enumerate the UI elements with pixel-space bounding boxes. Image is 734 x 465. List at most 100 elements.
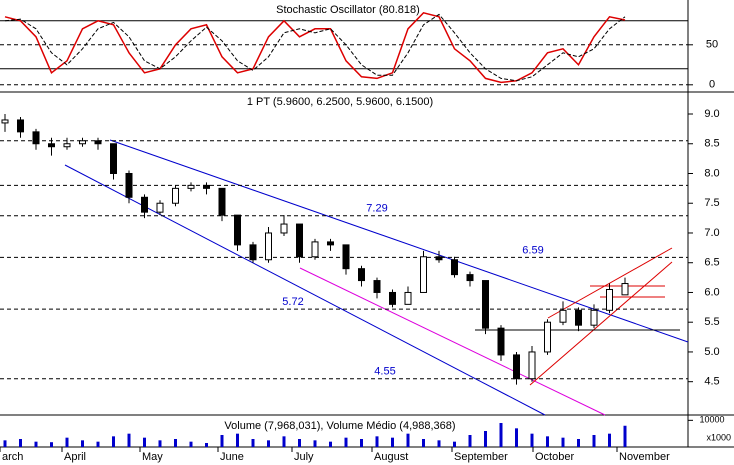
candle-body xyxy=(187,184,195,189)
candle-body xyxy=(311,241,319,258)
candle-body xyxy=(125,172,133,198)
x-tick-label: October xyxy=(535,451,574,463)
volume-bar xyxy=(81,440,84,447)
candle-body xyxy=(218,187,226,216)
volume-bar xyxy=(313,440,317,447)
x-tick-label: May xyxy=(142,451,163,463)
y-tick-label: 10000 xyxy=(699,415,724,425)
candle-body xyxy=(420,256,427,293)
level-annotation: 4.55 xyxy=(374,366,395,378)
volume-unit: x1000 xyxy=(706,432,731,442)
volume-bar xyxy=(437,440,441,447)
candle-body xyxy=(296,223,303,258)
candle-body xyxy=(156,202,164,213)
volume-bar xyxy=(375,436,379,447)
level-annotation: 5.72 xyxy=(282,296,303,308)
volume-bar xyxy=(3,440,7,447)
volume-bar xyxy=(282,436,286,447)
candle-body xyxy=(451,259,458,276)
candle-body xyxy=(621,283,629,296)
candle-body xyxy=(265,232,272,261)
candle-body xyxy=(234,214,241,246)
y-tick-label: 7.5 xyxy=(704,197,719,209)
candle-body xyxy=(513,354,520,380)
candle-body xyxy=(63,143,71,148)
oscillator-line xyxy=(4,11,626,84)
volume-bar xyxy=(267,440,270,447)
volume-bar xyxy=(515,428,518,447)
candle-body xyxy=(172,187,179,204)
volume-bar xyxy=(499,423,503,447)
volume-bar xyxy=(34,441,38,447)
volume-bar xyxy=(19,439,22,447)
volume-bar xyxy=(453,441,456,447)
candle-body xyxy=(1,119,9,124)
trendline xyxy=(109,139,689,343)
y-tick-label: 4.5 xyxy=(704,376,719,388)
candle-body xyxy=(280,223,288,234)
y-tick-label: 5.0 xyxy=(704,346,719,358)
y-tick-label: 50 xyxy=(706,39,718,51)
candle-body xyxy=(342,244,350,270)
candle-body xyxy=(358,268,365,282)
volume-bar xyxy=(251,439,255,447)
volume-bar xyxy=(189,441,193,447)
candle-body xyxy=(32,131,40,145)
y-tick-label: 9.0 xyxy=(704,108,719,120)
candle-body xyxy=(373,280,381,293)
volume-bar xyxy=(298,439,301,447)
trendline xyxy=(299,267,606,416)
x-tick-label: November xyxy=(619,451,670,463)
candle-body xyxy=(559,309,567,323)
candle-body xyxy=(141,196,148,213)
x-tick-label: July xyxy=(294,451,314,463)
candle-body xyxy=(404,291,412,305)
candle-body xyxy=(544,321,551,353)
price-title: 1 PT (5.9600, 6.2500, 5.9600, 6.1500) xyxy=(247,96,433,108)
candle-body xyxy=(528,351,536,380)
volume-bar xyxy=(329,441,332,447)
volume-bar xyxy=(484,431,487,447)
candle-body xyxy=(590,309,598,326)
candle-body xyxy=(249,244,257,261)
y-tick-label: 5.5 xyxy=(704,316,719,328)
volume-title: Volume (7,968,031), Volume Médio (4,988,… xyxy=(224,420,455,432)
y-tick-label: 7.0 xyxy=(704,227,719,239)
oscillator-line xyxy=(4,13,626,82)
volume-bar xyxy=(623,425,627,447)
volume-bar xyxy=(205,443,208,447)
volume-bar xyxy=(143,437,146,447)
volume-bar xyxy=(158,440,162,447)
volume-bar xyxy=(546,436,549,447)
stoch-title: Stochastic Oscillator (80.818) xyxy=(276,4,420,16)
volume-bar xyxy=(360,439,363,447)
candle-body xyxy=(94,140,102,145)
candle-body xyxy=(575,309,582,326)
volume-bar xyxy=(50,442,53,447)
volume-bar xyxy=(592,435,596,447)
volume-bar xyxy=(608,433,611,447)
y-tick-label: 0 xyxy=(709,79,715,91)
candle-body xyxy=(482,280,489,329)
candle-body xyxy=(466,274,474,282)
y-tick-label: 8.5 xyxy=(704,138,719,150)
volume-bar xyxy=(468,435,472,447)
y-tick-label: 6.0 xyxy=(704,286,719,298)
volume-bar xyxy=(236,433,239,447)
volume-bar xyxy=(96,441,100,447)
volume-bar xyxy=(391,437,394,447)
x-tick-label: August xyxy=(374,451,408,463)
volume-bar xyxy=(112,436,115,447)
trendline xyxy=(547,247,673,319)
candle-body xyxy=(327,241,334,246)
candle-body xyxy=(17,119,24,133)
volume-bar xyxy=(65,437,69,447)
trendline xyxy=(529,261,673,386)
x-tick-label: June xyxy=(220,451,244,463)
volume-bar xyxy=(561,437,565,447)
candle-body xyxy=(497,327,505,356)
level-annotation: 7.29 xyxy=(366,203,387,215)
candle-body xyxy=(110,143,117,174)
volume-bar xyxy=(406,433,410,447)
